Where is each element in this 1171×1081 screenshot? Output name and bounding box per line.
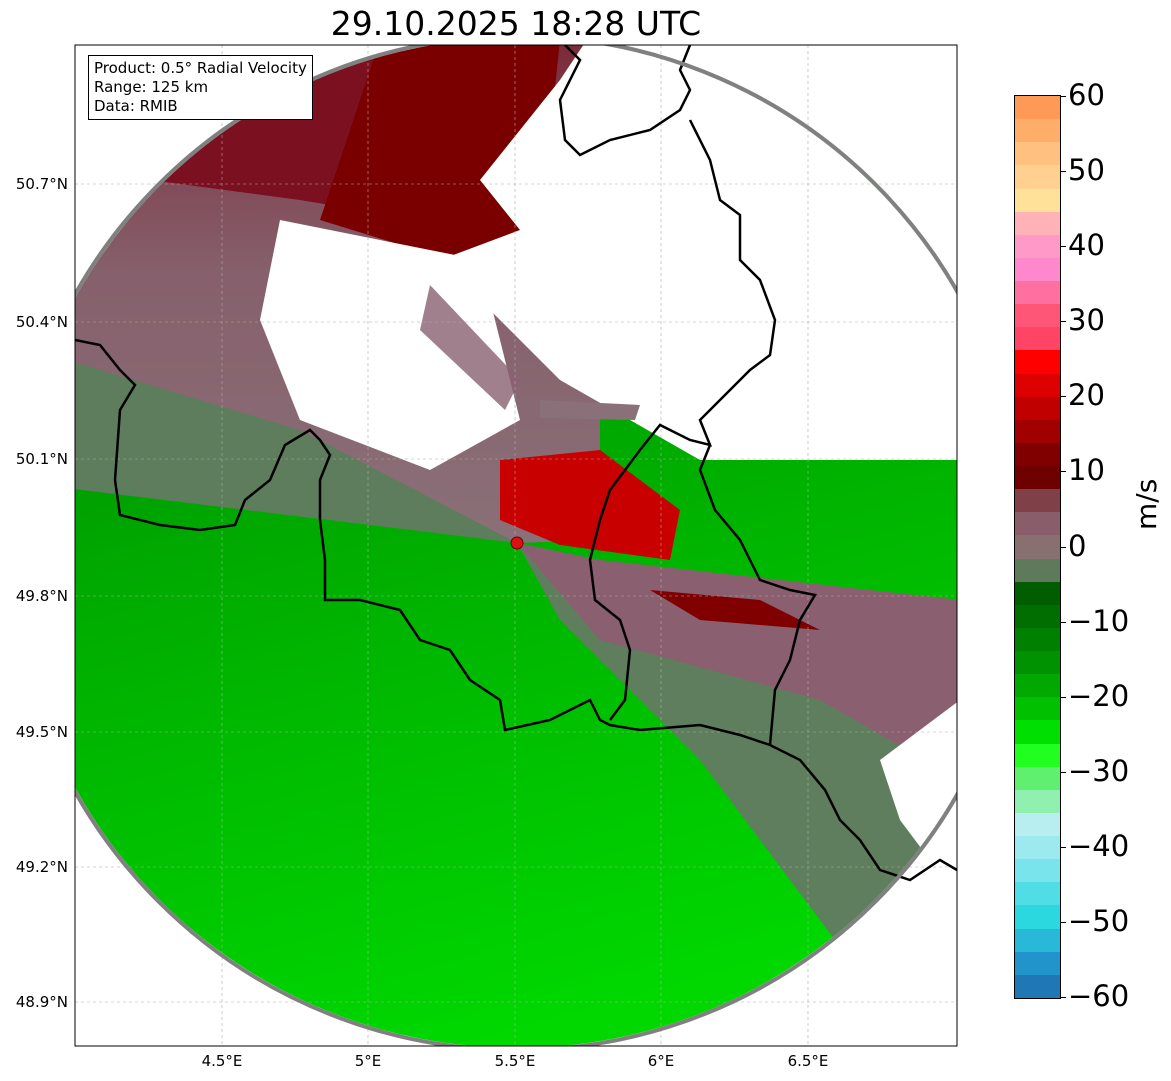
colorbar-band xyxy=(1015,812,1060,836)
colorbar-band xyxy=(1015,442,1060,466)
colorbar-band xyxy=(1015,512,1060,536)
colorbar-band xyxy=(1015,535,1060,559)
colorbar-band xyxy=(1015,766,1060,790)
colorbar-tick xyxy=(1060,921,1066,923)
colorbar-tick-label: 60 xyxy=(1068,78,1105,112)
colorbar-tick xyxy=(1060,997,1066,998)
chart-title: 29.10.2025 18:28 UTC xyxy=(330,4,702,43)
colorbar-unit-label: m/s xyxy=(1130,478,1163,530)
lon-tick-label: 6.5°E xyxy=(787,1052,829,1070)
country-borders xyxy=(75,45,957,882)
colorbar-tick xyxy=(1060,396,1066,398)
colorbar-band xyxy=(1015,188,1060,212)
lon-tick-label: 4.5°E xyxy=(201,1052,243,1070)
colorbar-band xyxy=(1015,697,1060,721)
colorbar-band xyxy=(1015,581,1060,605)
colorbar-band xyxy=(1015,119,1060,143)
lat-tick-label: 49.2°N xyxy=(15,858,68,876)
colorbar-tick xyxy=(1060,771,1066,773)
colorbar-tick-label: 10 xyxy=(1068,453,1105,488)
lat-tick-label: 48.9°N xyxy=(15,993,68,1011)
colorbar-band xyxy=(1015,789,1060,813)
range-label: Range: 125 km xyxy=(94,78,209,96)
colorbar-band xyxy=(1015,627,1060,651)
colorbar-band xyxy=(1015,743,1060,767)
colorbar-band xyxy=(1015,327,1060,351)
colorbar-tick xyxy=(1060,96,1066,97)
colorbar-band xyxy=(1015,257,1060,281)
colorbar-band xyxy=(1015,281,1060,305)
colorbar-band xyxy=(1015,96,1060,120)
colorbar-band xyxy=(1015,604,1060,628)
colorbar-band xyxy=(1015,928,1060,952)
lon-tick-label: 5°E xyxy=(354,1052,382,1070)
colorbar-band xyxy=(1015,836,1060,860)
colorbar-band xyxy=(1015,558,1060,582)
colorbar-tick xyxy=(1060,621,1066,623)
colorbar-band xyxy=(1015,419,1060,443)
lon-tick-label: 6°E xyxy=(647,1052,675,1070)
colorbar-band xyxy=(1015,720,1060,744)
info-box: Product: 0.5° Radial Velocity Range: 125… xyxy=(88,55,313,120)
colorbar-band xyxy=(1015,882,1060,906)
colorbar-tick xyxy=(1060,546,1066,548)
colorbar-tick xyxy=(1060,471,1066,473)
lat-tick-label: 50.7°N xyxy=(15,175,68,193)
colorbar-band xyxy=(1015,489,1060,513)
colorbar-band xyxy=(1015,974,1060,998)
colorbar-band xyxy=(1015,396,1060,420)
colorbar-band xyxy=(1015,234,1060,258)
radar-site-marker xyxy=(510,536,524,550)
colorbar-tick xyxy=(1060,171,1066,173)
colorbar-band xyxy=(1015,674,1060,698)
lat-tick-label: 50.4°N xyxy=(15,313,68,331)
lat-tick-label: 49.5°N xyxy=(15,723,68,741)
lat-tick-label: 50.1°N xyxy=(15,450,68,468)
product-label: Product: 0.5° Radial Velocity xyxy=(94,59,307,77)
colorbar-tick-label: −40 xyxy=(1068,828,1130,863)
colorbar-tick-label: 20 xyxy=(1068,378,1105,413)
map-frame xyxy=(74,44,958,1047)
lat-tick-label: 49.8°N xyxy=(15,587,68,605)
colorbar-band xyxy=(1015,905,1060,929)
colorbar-tick-label: −30 xyxy=(1068,753,1130,788)
colorbar-band xyxy=(1015,165,1060,189)
colorbar-tick xyxy=(1060,246,1066,248)
colorbar-tick-label: 30 xyxy=(1068,303,1105,338)
colorbar-tick xyxy=(1060,321,1066,323)
colorbar-tick-label: −50 xyxy=(1068,903,1130,938)
colorbar-tick-label: −60 xyxy=(1068,979,1130,1013)
colorbar-tick-label: −20 xyxy=(1068,678,1130,713)
colorbar-band xyxy=(1015,951,1060,975)
colorbar-band xyxy=(1015,304,1060,328)
colorbar-band xyxy=(1015,859,1060,883)
colorbar-band xyxy=(1015,211,1060,235)
colorbar-band xyxy=(1015,466,1060,490)
colorbar-tick-label: 0 xyxy=(1068,528,1087,563)
colorbar-tick-label: 40 xyxy=(1068,228,1105,263)
colorbar-band xyxy=(1015,142,1060,166)
colorbar xyxy=(1014,95,1061,999)
colorbar-tick xyxy=(1060,696,1066,698)
colorbar-band xyxy=(1015,651,1060,675)
colorbar-tick-label: −10 xyxy=(1068,603,1130,638)
colorbar-tick-label: 50 xyxy=(1068,153,1105,188)
colorbar-tick xyxy=(1060,846,1066,848)
lon-tick-label: 5.5°E xyxy=(494,1052,536,1070)
colorbar-band xyxy=(1015,350,1060,374)
data-source-label: Data: RMIB xyxy=(94,97,178,115)
colorbar-band xyxy=(1015,373,1060,397)
